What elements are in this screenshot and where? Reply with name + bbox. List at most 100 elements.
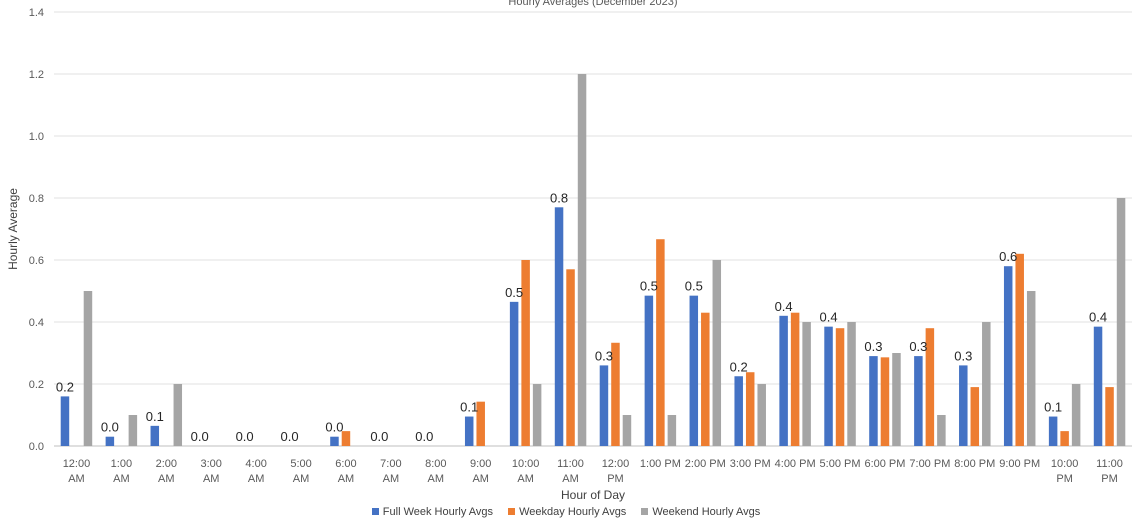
bar-weekend <box>937 415 946 446</box>
bar-weekend <box>1026 291 1036 446</box>
x-tick-label: 9:00 PM <box>999 458 1040 470</box>
x-tick-label: 4:00 <box>245 458 266 470</box>
bar-full-week <box>824 326 833 446</box>
bar-weekend <box>757 384 766 446</box>
x-tick-label: 2:00 <box>156 458 177 470</box>
bar-full-week <box>1048 416 1058 446</box>
bar-full-week <box>1093 326 1103 446</box>
x-tick-label: AM <box>113 473 130 485</box>
data-label: 0.4 <box>820 310 838 325</box>
bar-full-week <box>914 356 923 446</box>
y-tick-label: 0.4 <box>29 317 44 329</box>
y-axis-label: Hourly Average <box>6 188 20 270</box>
data-label: 0.5 <box>685 279 703 294</box>
bar-full-week <box>464 416 474 446</box>
data-label: 0.0 <box>370 429 388 444</box>
x-axis-label: Hour of Day <box>561 488 625 502</box>
bar-weekday <box>656 239 665 446</box>
bar-weekend <box>577 74 587 446</box>
bar-weekday <box>970 387 980 446</box>
bar-weekend <box>982 322 991 446</box>
legend: Full Week Hourly Avgs Weekday Hourly Avg… <box>0 506 1132 518</box>
data-label: 0.8 <box>550 190 568 205</box>
bar-full-week <box>869 356 878 446</box>
bar-weekday <box>341 431 351 446</box>
bar-full-week <box>959 365 968 446</box>
bar-weekend <box>622 415 632 446</box>
bar-weekend <box>712 260 722 446</box>
legend-item-weekday: Weekday Hourly Avgs <box>508 506 626 518</box>
bar-weekend <box>173 384 183 446</box>
bar-full-week <box>644 295 654 446</box>
bar-weekday <box>1060 431 1069 446</box>
bar-full-week <box>599 365 609 446</box>
data-label: 0.0 <box>101 420 119 435</box>
bar-full-week <box>554 207 564 446</box>
x-tick-label: AM <box>428 473 445 485</box>
bar-full-week <box>689 295 699 446</box>
x-tick-label: 12:00 <box>602 458 630 470</box>
bar-weekday <box>880 357 890 446</box>
data-label: 0.5 <box>640 279 658 294</box>
legend-item-full-week: Full Week Hourly Avgs <box>371 506 494 518</box>
x-tick-label: 7:00 PM <box>909 458 950 470</box>
x-tick-label: 9:00 <box>470 458 491 470</box>
data-label: 0.2 <box>56 379 74 394</box>
y-tick-label: 0.0 <box>29 441 44 453</box>
bar-weekend <box>532 384 542 446</box>
data-label: 0.3 <box>909 339 927 354</box>
bar-full-week <box>1003 266 1013 446</box>
data-label: 0.1 <box>1044 400 1062 415</box>
x-tick-label: PM <box>1101 473 1118 485</box>
bar-full-week <box>105 436 115 446</box>
x-tick-label: 3:00 <box>200 458 221 470</box>
bar-weekend <box>892 353 901 446</box>
bar-weekday <box>835 328 845 446</box>
x-tick-label: 3:00 PM <box>730 458 771 470</box>
x-tick-label: 10:00 <box>512 458 540 470</box>
data-label: 0.0 <box>415 429 433 444</box>
bar-weekday <box>521 260 530 446</box>
bar-weekend <box>667 415 677 446</box>
bar-weekend <box>1116 198 1126 446</box>
bar-weekend <box>802 322 811 446</box>
x-tick-label: 8:00 PM <box>954 458 995 470</box>
x-tick-label: 1:00 <box>111 458 132 470</box>
bar-weekday <box>566 269 575 446</box>
bar-chart: 0.0 0.2 0.4 0.6 0.8 1.0 1.2 1.4 Hourly Averages … <box>6 0 1132 502</box>
x-tick-label: AM <box>517 473 534 485</box>
data-label: 0.1 <box>146 409 164 424</box>
legend-label-weekday: Weekday Hourly Avgs <box>519 506 627 518</box>
y-tick-label: 0.8 <box>29 193 44 205</box>
bar-weekday <box>1015 253 1024 446</box>
x-tick-label: 6:00 <box>335 458 356 470</box>
bar-weekend <box>847 322 856 446</box>
data-label: 0.1 <box>460 400 478 415</box>
legend-swatch-weekend <box>641 508 649 515</box>
x-tick-label: AM <box>383 473 400 485</box>
data-label: 0.0 <box>191 429 209 444</box>
y-tick-label: 0.6 <box>29 255 44 267</box>
legend-label-full-week: Full Week Hourly Avgs <box>382 506 494 518</box>
data-label: 0.0 <box>236 429 254 444</box>
y-tick-label: 0.2 <box>29 379 44 391</box>
bar-full-week <box>734 376 743 446</box>
data-label: 0.5 <box>505 285 523 300</box>
bar-weekend <box>128 415 138 446</box>
x-tick-label: 7:00 <box>380 458 401 470</box>
bar-full-week <box>509 301 519 446</box>
x-tick-label: AM <box>338 473 355 485</box>
x-tick-label: 12:00 <box>63 458 91 470</box>
x-tick-label: AM <box>203 473 220 485</box>
data-label: 0.4 <box>775 299 793 314</box>
bar-weekday <box>790 312 800 446</box>
x-tick-label: PM <box>1056 473 1073 485</box>
y-tick-label: 1.0 <box>29 131 44 143</box>
x-tick-label: 4:00 PM <box>775 458 816 470</box>
bar-weekday <box>1105 387 1114 446</box>
bar-full-week <box>779 315 788 446</box>
bar-weekend <box>1071 384 1081 446</box>
data-label: 0.6 <box>999 249 1017 264</box>
bar-weekday <box>611 342 620 446</box>
x-tick-label: AM <box>293 473 310 485</box>
